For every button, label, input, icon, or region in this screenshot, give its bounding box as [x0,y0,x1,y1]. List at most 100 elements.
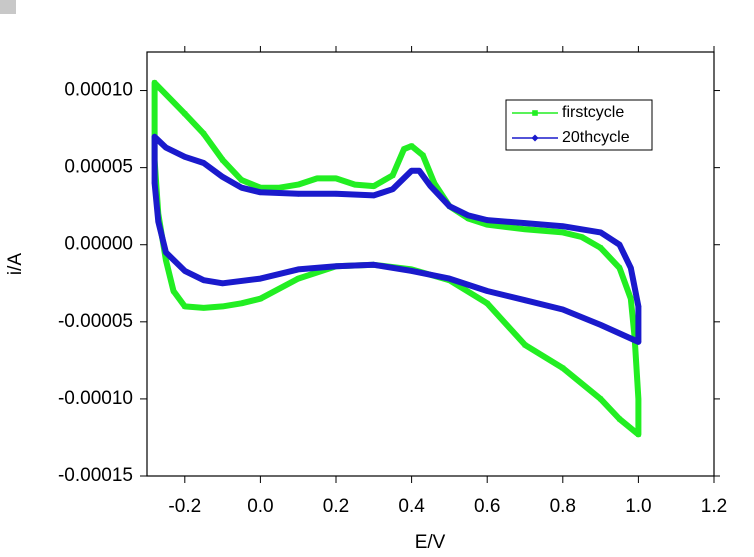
marker [257,189,264,196]
marker [239,177,244,183]
marker [559,306,566,313]
x-tick-label: 1.2 [701,496,727,517]
marker [627,264,634,271]
marker [152,80,157,86]
y-tick-label: -0.00015 [58,465,133,486]
marker [465,212,472,219]
marker [532,110,538,116]
marker [295,276,301,282]
marker [636,396,641,402]
marker [484,217,491,224]
marker [162,249,169,256]
marker [295,182,301,187]
marker [628,296,634,302]
marker [617,416,622,422]
marker [200,160,207,167]
legend-label: firstcycle [562,104,624,121]
marker [416,167,423,174]
marker [616,241,623,248]
x-axis-label: E/V [415,532,446,553]
x-tick-label: -0.2 [168,496,201,517]
marker [446,203,453,210]
marker [295,266,302,273]
legend: firstcycle 20thcycle [505,99,653,151]
marker [181,267,188,274]
marker [155,218,162,225]
marker [635,303,642,310]
marker [598,245,603,251]
marker [409,143,414,149]
marker [431,180,437,186]
marker [171,288,176,294]
marker [162,144,169,151]
marker [163,257,169,263]
y-tick-label: 0.00000 [64,234,133,255]
marker [220,157,225,163]
marker [559,223,566,230]
window-corner [0,0,16,14]
marker [258,296,263,302]
marker [465,216,471,221]
marker [636,431,641,437]
marker [522,342,528,348]
marker [151,180,158,187]
marker [370,261,377,268]
marker [427,183,434,190]
marker [390,172,396,178]
x-tick-label: 1.0 [625,496,651,517]
marker [352,182,358,187]
marker [560,365,566,371]
marker [370,192,377,199]
marker [181,153,188,160]
marker [408,267,415,274]
marker [200,277,207,284]
marker [333,190,339,197]
legend-box [505,99,653,151]
marker [182,111,188,117]
marker [389,186,396,193]
marker [597,321,604,328]
marker [371,183,377,189]
marker [182,304,188,309]
y-tick-label: 0.00010 [64,80,133,101]
marker [238,184,245,191]
marker [220,304,225,309]
marker [522,220,528,227]
x-tick-label: 0.0 [247,496,273,517]
marker [333,176,339,181]
marker [333,263,339,270]
marker [522,297,528,304]
marker [219,280,226,287]
marker [201,305,207,311]
x-tick-label: 0.2 [323,496,349,517]
marker [219,173,226,180]
y-tick-label: -0.00005 [58,311,133,332]
marker [598,396,603,402]
marker [239,300,244,306]
marker [531,134,539,142]
marker [484,222,490,228]
marker [151,133,158,140]
marker [295,190,302,197]
y-tick-label: -0.00010 [58,388,133,409]
marker [617,265,622,271]
marker [276,185,282,191]
marker [446,275,453,282]
y-axis-label: i/A [5,253,26,276]
y-tick-label: 0.00005 [64,157,133,178]
marker [408,167,415,174]
marker [579,234,585,240]
marker [257,275,264,282]
marker [420,152,426,158]
marker [522,226,528,232]
plot-frame [146,51,715,477]
marker [401,146,407,152]
x-tick-label: 0.8 [550,496,576,517]
marker [597,229,604,236]
marker [484,287,491,294]
marker [560,229,566,235]
marker [201,131,207,137]
legend-label: 20thcycle [562,129,630,146]
marker [484,300,490,306]
